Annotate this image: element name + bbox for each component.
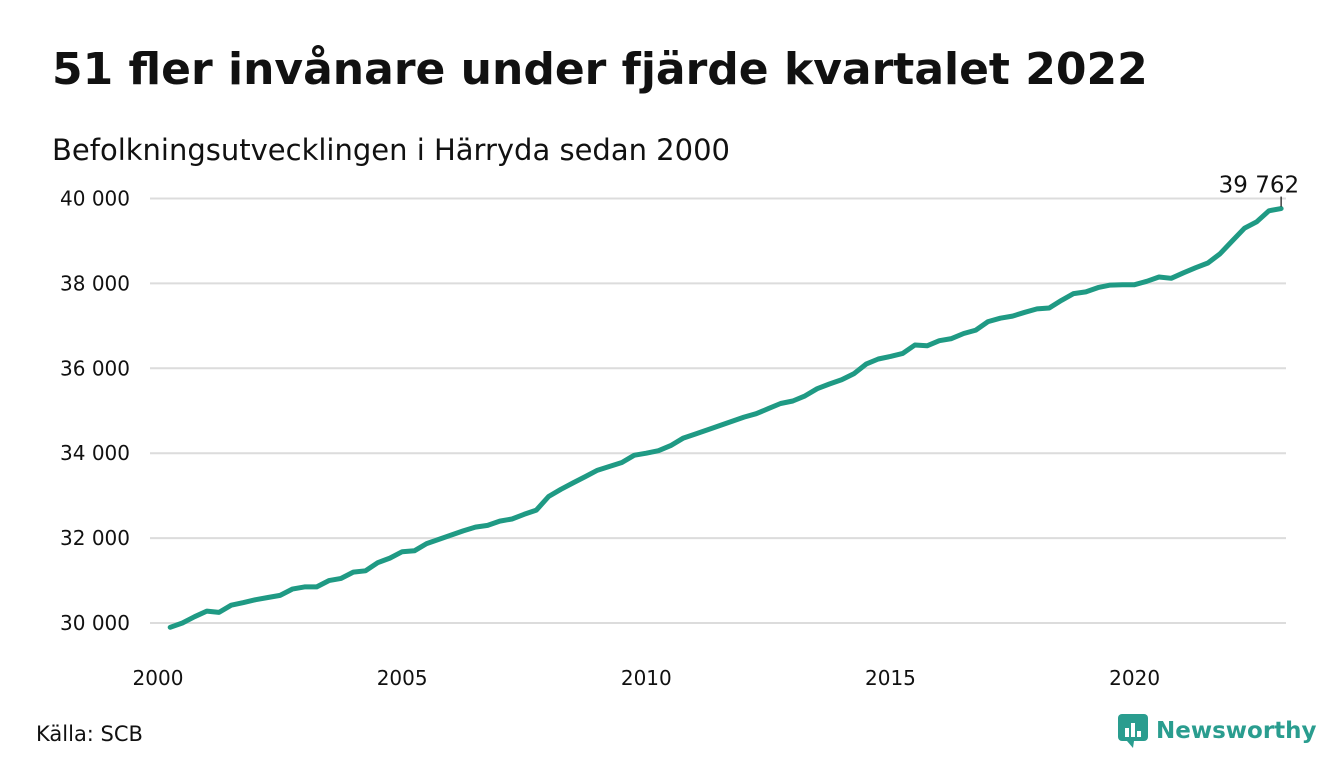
x-tick-label-2015: 2015 <box>865 666 916 690</box>
chart-subtitle: Befolkningsutvecklingen i Härryda sedan … <box>52 133 730 167</box>
newsworthy-logo-icon <box>1118 714 1148 748</box>
x-tick-label-2005: 2005 <box>377 666 428 690</box>
brand-logo: Newsworthy <box>1118 714 1317 748</box>
brand-name: Newsworthy <box>1156 718 1317 744</box>
x-tick-label-2000: 2000 <box>133 666 184 690</box>
series-line-0 <box>167 206 1284 630</box>
source-note: Källa: SCB <box>36 722 143 746</box>
series-layer <box>167 206 1284 630</box>
y-tick-label-36000: 36 000 <box>60 356 130 380</box>
chart-title: 51 fler invånare under fjärde kvartalet … <box>52 44 1148 95</box>
end-value-label: 39 762 <box>1219 173 1299 199</box>
y-tick-label-34000: 34 000 <box>60 441 130 465</box>
y-tick-label-40000: 40 000 <box>60 186 130 210</box>
y-tick-label-38000: 38 000 <box>60 271 130 295</box>
x-tick-label-2010: 2010 <box>621 666 672 690</box>
line-chart: 30 000 32 000 34 000 36 000 38 000 40 000 200… <box>60 173 1299 690</box>
y-axis-ticks: 30 000 32 000 34 000 36 000 38 000 40 000 <box>60 186 130 635</box>
y-tick-label-30000: 30 000 <box>60 611 130 635</box>
annotation-layer: 39 762 <box>1219 173 1299 207</box>
grid-lines <box>150 197 1286 625</box>
x-tick-label-2020: 2020 <box>1109 666 1160 690</box>
x-axis-ticks: 2000 2005 2010 2015 2020 <box>133 666 1161 690</box>
y-tick-label-32000: 32 000 <box>60 526 130 550</box>
